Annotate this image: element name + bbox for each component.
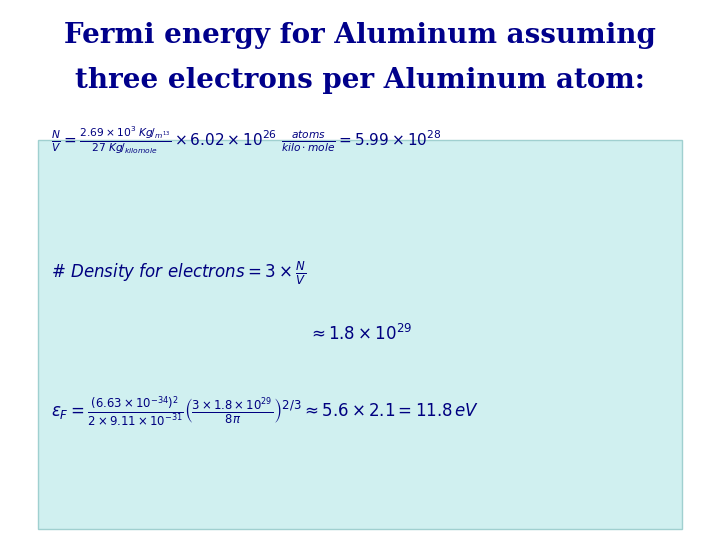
Text: $\frac{N}{V} = \frac{2.69\times10^{3}\ \mathit{Kg}\!/_{m^{13}}}{27\ \mathit{Kg}\: $\frac{N}{V} = \frac{2.69\times10^{3}\ \…	[51, 124, 441, 156]
Text: $\varepsilon_F = \frac{\left(6.63\times10^{-34}\right)^2}{2\times9.11\times10^{-: $\varepsilon_F = \frac{\left(6.63\times1…	[51, 394, 480, 429]
Text: Fermi energy for Aluminum assuming: Fermi energy for Aluminum assuming	[64, 22, 656, 49]
Text: $\approx 1.8\times10^{29}$: $\approx 1.8\times10^{29}$	[308, 324, 412, 344]
Text: $\#\ \mathit{Density\ for\ electrons} = 3\times\frac{N}{V}$: $\#\ \mathit{Density\ for\ electrons} = …	[51, 259, 307, 287]
Text: three electrons per Aluminum atom:: three electrons per Aluminum atom:	[75, 68, 645, 94]
FancyBboxPatch shape	[37, 140, 683, 529]
